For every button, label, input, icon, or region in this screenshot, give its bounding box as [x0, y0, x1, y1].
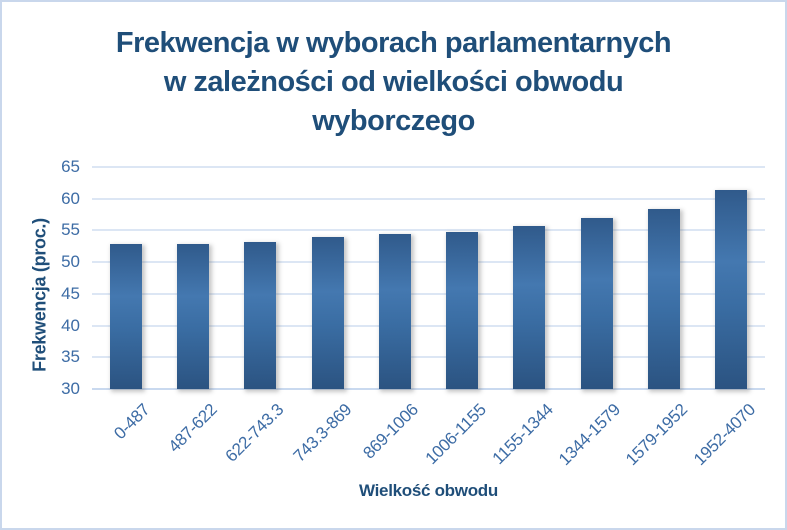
x-axis-title: Wielkość obwodu [359, 481, 498, 500]
y-tick-label: 35 [61, 347, 80, 367]
gridline [92, 324, 765, 327]
y-tick-label: 55 [61, 220, 80, 240]
x-category-label: 1952-4070 [689, 400, 759, 470]
plot-area [92, 166, 765, 390]
y-tick-label: 50 [61, 252, 80, 272]
bar-622-743.3 [244, 241, 277, 389]
bar-1579-1952 [648, 208, 681, 389]
x-axis-category-labels: 0-487 487-622 622-743.3 743.3-869 869-1006 10… [92, 392, 765, 477]
bar-1344-1579 [580, 218, 613, 389]
x-category-label: 869-1006 [359, 400, 423, 463]
gridline [92, 356, 765, 359]
x-category-label: 1579-1952 [622, 400, 692, 470]
gridline [92, 229, 765, 232]
bar-869-1006 [378, 234, 411, 389]
gridline [92, 261, 765, 264]
x-category-label: 487-622 [164, 400, 221, 457]
x-category-label: 1155-1344 [488, 400, 557, 469]
x-category-label: 0-487 [109, 400, 154, 444]
gridline [92, 197, 765, 200]
x-category-label: 1006-1155 [421, 400, 490, 469]
y-tick-label: 45 [61, 283, 80, 303]
x-axis-line [92, 388, 765, 390]
chart-title-line-3: wyborczego [312, 105, 475, 137]
bar-0-487 [109, 243, 142, 389]
bar-743.3-869 [311, 236, 344, 389]
bar-1952-4070 [715, 189, 748, 389]
gridline [92, 166, 765, 168]
y-tick-label: 65 [61, 157, 80, 176]
chart-title: Frekwencja w wyborach parlamentarnych w … [2, 24, 785, 141]
chart-title-line-1: Frekwencja w wyborach parlamentarnych [115, 27, 672, 59]
bar-1155-1344 [513, 226, 546, 389]
y-tick-label: 40 [61, 315, 80, 335]
chart-title-line-2: w zależności od wielkości obwodu [163, 66, 624, 98]
bar-1006-1155 [446, 232, 479, 389]
gridline [92, 292, 765, 295]
x-category-label: 622-743.3 [222, 400, 288, 466]
y-tick-label: 30 [61, 379, 80, 398]
x-category-label: 743.3-869 [289, 400, 355, 466]
bar-487-622 [176, 243, 209, 389]
y-tick-label: 60 [61, 188, 80, 208]
x-category-label: 1344-1579 [555, 400, 625, 470]
